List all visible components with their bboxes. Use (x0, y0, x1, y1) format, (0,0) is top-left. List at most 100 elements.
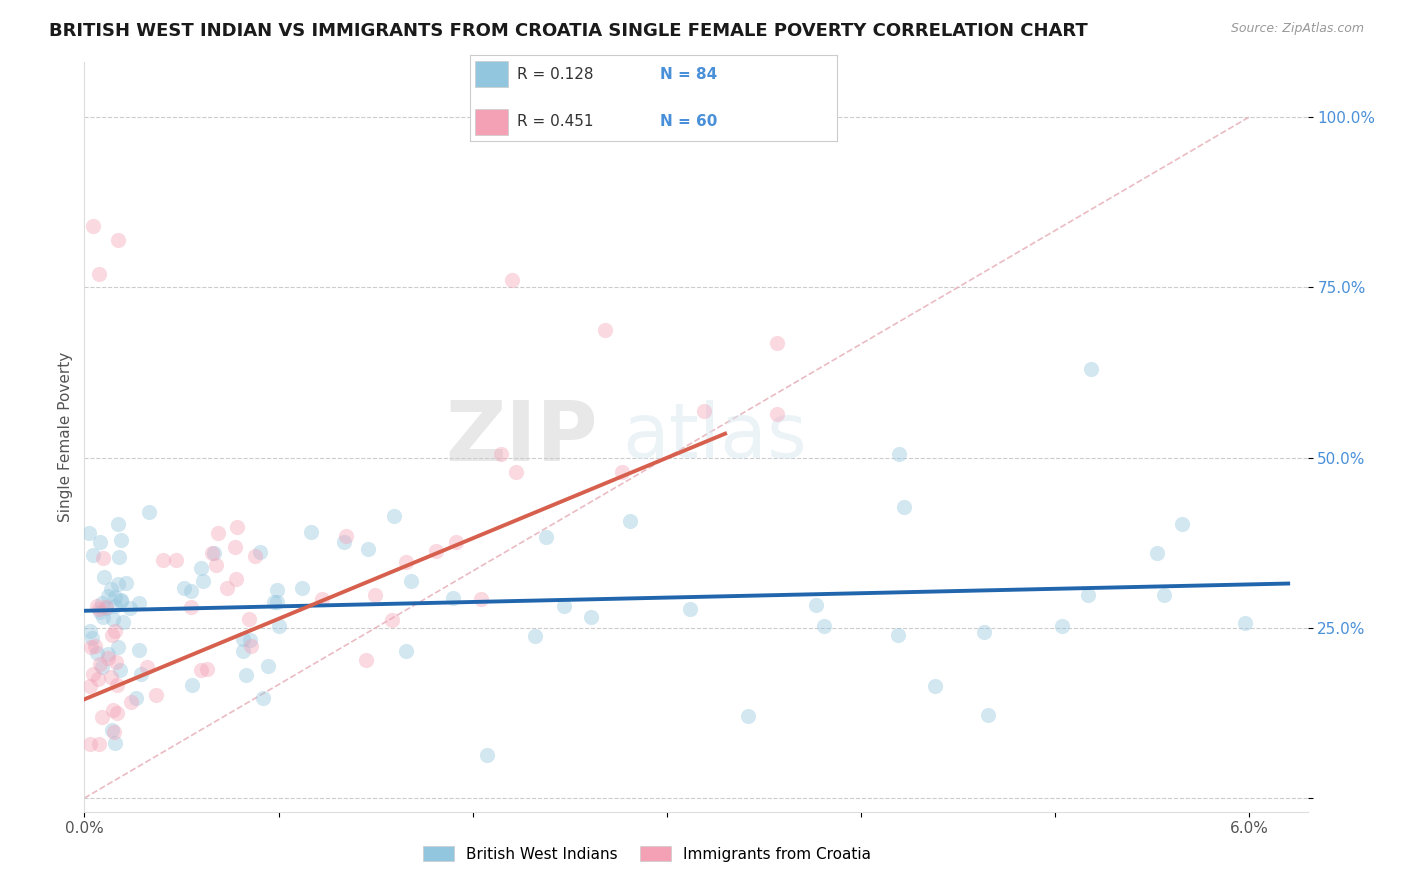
Point (79, 624, 101, 638)
Point (104, 590, 127, 604)
Point (97, 648, 120, 662)
Point (107, 640, 129, 655)
Point (357, 542, 380, 557)
Point (332, 535, 354, 549)
Point (893, 500, 915, 514)
Point (239, 639, 262, 653)
Point (299, 524, 322, 539)
Y-axis label: Single Female Poverty: Single Female Poverty (58, 352, 73, 522)
Point (97, 651, 120, 665)
Point (79, 680, 101, 694)
Point (105, 678, 128, 692)
Point (89, 535, 111, 549)
Point (553, 599, 575, 613)
Point (491, 447, 513, 461)
Point (107, 706, 129, 720)
Point (356, 653, 378, 667)
Point (579, 610, 602, 624)
Point (191, 574, 214, 588)
Point (765, 408, 787, 422)
Point (1146, 546, 1168, 560)
Point (101, 612, 124, 626)
Point (195, 663, 218, 677)
Point (190, 664, 212, 678)
Legend: British West Indians, Immigrants from Croatia: British West Indians, Immigrants from Cr… (418, 839, 877, 868)
Point (100, 582, 122, 597)
Point (101, 628, 124, 642)
Point (813, 618, 835, 632)
Point (335, 529, 357, 543)
Point (82, 667, 104, 681)
Point (444, 534, 467, 549)
Point (595, 323, 617, 337)
Point (110, 533, 132, 547)
Point (100, 669, 122, 683)
Point (1234, 615, 1257, 630)
Point (395, 644, 418, 658)
Point (87, 601, 110, 615)
Text: ZIP: ZIP (446, 397, 598, 477)
Point (138, 505, 160, 519)
Point (104, 624, 127, 638)
Point (263, 595, 285, 609)
Point (180, 678, 202, 692)
Point (1077, 588, 1099, 602)
Point (91, 709, 114, 723)
Point (239, 633, 262, 648)
Point (887, 447, 910, 461)
Point (425, 543, 447, 558)
Point (115, 575, 138, 590)
Point (112, 615, 135, 630)
Point (266, 583, 288, 598)
Point (136, 660, 159, 674)
Point (91, 550, 114, 565)
Point (129, 667, 152, 681)
Point (80, 640, 103, 655)
Point (693, 404, 716, 418)
Point (238, 612, 260, 626)
Point (207, 525, 229, 540)
Point (505, 466, 527, 480)
Point (924, 679, 946, 693)
Point (82, 549, 104, 563)
Point (173, 581, 195, 595)
Point (94, 599, 117, 614)
Point (93, 570, 115, 584)
Point (1080, 362, 1102, 376)
Point (107, 576, 129, 591)
Point (97, 589, 120, 603)
Point (381, 613, 404, 627)
Point (128, 596, 150, 610)
Point (86, 646, 108, 660)
Point (79, 737, 101, 751)
Point (501, 273, 523, 287)
Point (89, 606, 111, 620)
Point (266, 595, 288, 609)
Point (89, 267, 111, 281)
Point (470, 592, 492, 607)
Point (89, 657, 111, 671)
Point (103, 724, 125, 739)
Point (1050, 619, 1073, 633)
Point (104, 656, 127, 670)
Point (125, 691, 148, 706)
Point (610, 465, 633, 479)
Point (224, 541, 246, 555)
Point (887, 628, 910, 642)
Point (110, 593, 132, 607)
Point (804, 598, 827, 612)
Point (536, 530, 558, 544)
Point (87, 737, 110, 751)
Point (399, 574, 422, 588)
Point (84, 639, 107, 653)
Point (190, 561, 212, 575)
Point (291, 581, 314, 595)
Point (118, 601, 141, 615)
Text: Source: ZipAtlas.com: Source: ZipAtlas.com (1230, 22, 1364, 36)
Point (180, 583, 202, 598)
Point (152, 553, 174, 567)
Point (107, 233, 129, 247)
Point (200, 546, 222, 560)
Point (86, 599, 108, 613)
Point (110, 592, 132, 607)
